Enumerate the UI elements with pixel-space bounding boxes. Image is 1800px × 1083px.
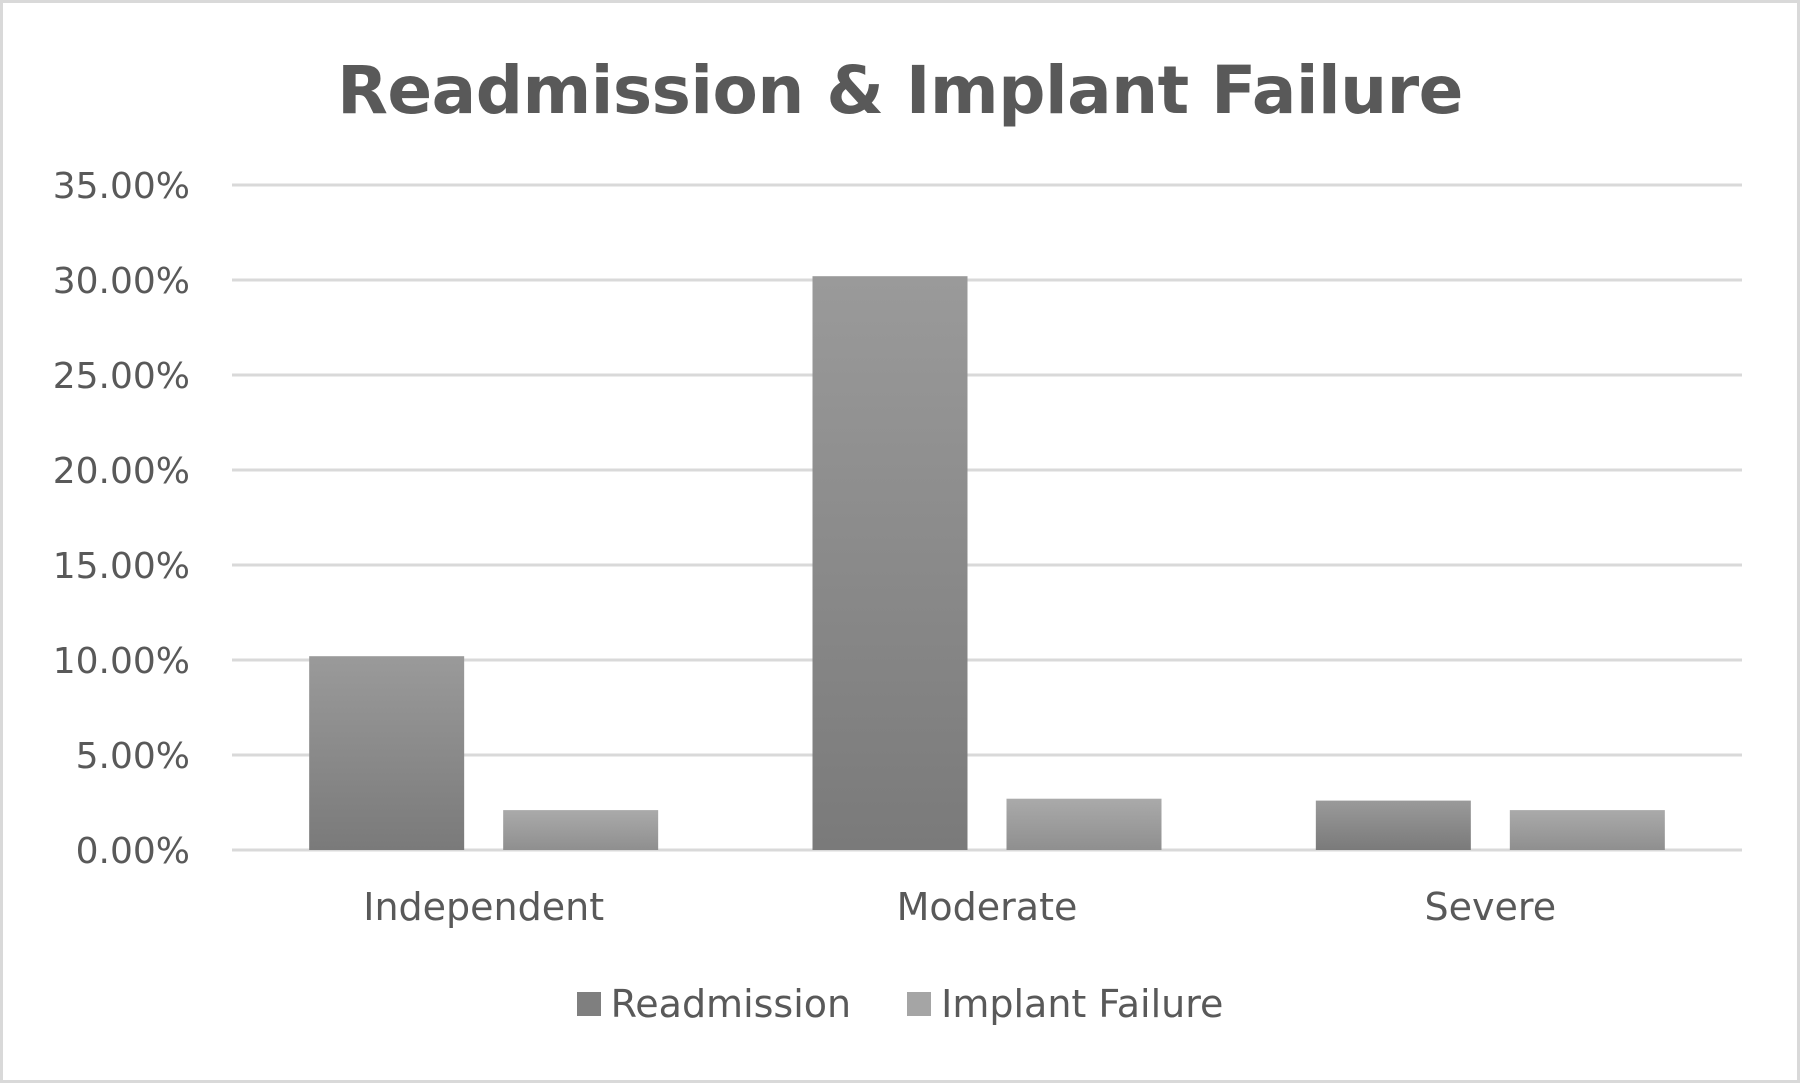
x-category-label: Independent: [363, 885, 604, 929]
y-tick-label: 10.00%: [53, 641, 190, 682]
bar-implant-failure-independent: [503, 810, 659, 850]
bars: [309, 276, 1665, 850]
chart-title: Readmission & Implant Failure: [337, 52, 1463, 129]
legend-item: Readmission: [576, 982, 852, 1026]
gridlines: [232, 183, 1742, 852]
bar-readmission-moderate: [812, 276, 968, 850]
y-tick-label: 30.00%: [53, 261, 190, 302]
bar-readmission-independent: [309, 656, 465, 850]
y-tick-label: 0.00%: [76, 831, 190, 872]
y-axis-tick-labels: 0.00% 5.00% 10.00% 15.00% 20.00% 25.00% 30.00%…: [53, 166, 190, 872]
bar-readmission-severe: [1315, 800, 1471, 850]
legend-swatch: [907, 992, 932, 1016]
y-tick-label: 15.00%: [53, 546, 190, 587]
x-category-label: Severe: [1425, 885, 1557, 929]
legend-label: Readmission: [610, 982, 852, 1026]
legend-label: Implant Failure: [941, 982, 1224, 1026]
y-tick-label: 25.00%: [53, 356, 190, 397]
bar-implant-failure-moderate: [1006, 798, 1162, 850]
legend-item: Implant Failure: [907, 982, 1223, 1026]
legend-swatch: [576, 992, 601, 1016]
y-tick-label: 35.00%: [53, 166, 190, 207]
y-tick-label: 20.00%: [53, 451, 190, 492]
legend: Readmission Implant Failure: [0, 982, 1800, 1026]
x-category-label: Moderate: [897, 885, 1078, 929]
x-axis-category-labels: Independent Moderate Severe: [363, 885, 1556, 929]
bar-implant-failure-severe: [1509, 810, 1665, 850]
y-tick-label: 5.00%: [76, 736, 190, 777]
